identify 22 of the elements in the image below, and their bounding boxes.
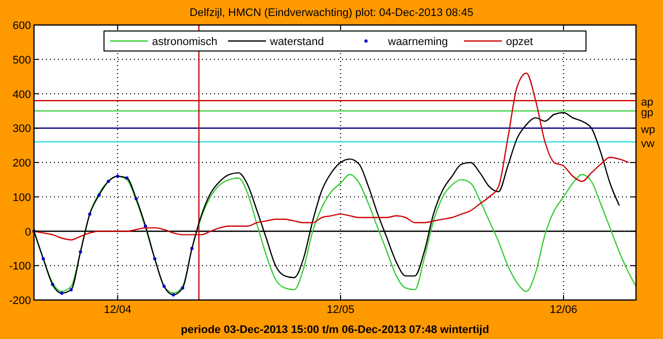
- legend-label: astronomisch: [152, 36, 218, 48]
- y-tick-label: -100: [8, 260, 31, 273]
- y-tick-label: 400: [12, 88, 31, 101]
- y-tick-label: 0: [24, 226, 31, 238]
- ref-line-label: vw: [641, 138, 654, 150]
- x-tick-label: 12/06: [550, 304, 578, 316]
- y-tick-label: 100: [12, 192, 31, 204]
- y-tick-label: 600: [12, 20, 31, 32]
- legend-label: waarneming: [387, 36, 448, 48]
- ref-line-label: ap: [641, 96, 654, 109]
- chart-title: Delfzijl, HMCN (Eindverwachting) plot: 04-Dec-2013 08:45: [190, 7, 474, 19]
- ref-line-label: wp: [640, 124, 656, 136]
- y-tick-label: 500: [12, 54, 31, 66]
- y-tick-label: -200: [8, 295, 31, 307]
- x-axis-title: periode 03-Dec-2013 15:00 t/m 06-Dec-2013 07:48 wintertijd: [180, 324, 490, 336]
- x-tick-label: 12/05: [326, 304, 354, 316]
- ref-line-label: gp: [641, 106, 654, 119]
- legend-label: waterstand: [269, 36, 324, 48]
- legend-label: opzet: [506, 36, 533, 48]
- y-tick-label: 200: [12, 158, 31, 170]
- x-tick-label: 12/04: [104, 304, 132, 316]
- y-tick-label: 300: [12, 123, 31, 136]
